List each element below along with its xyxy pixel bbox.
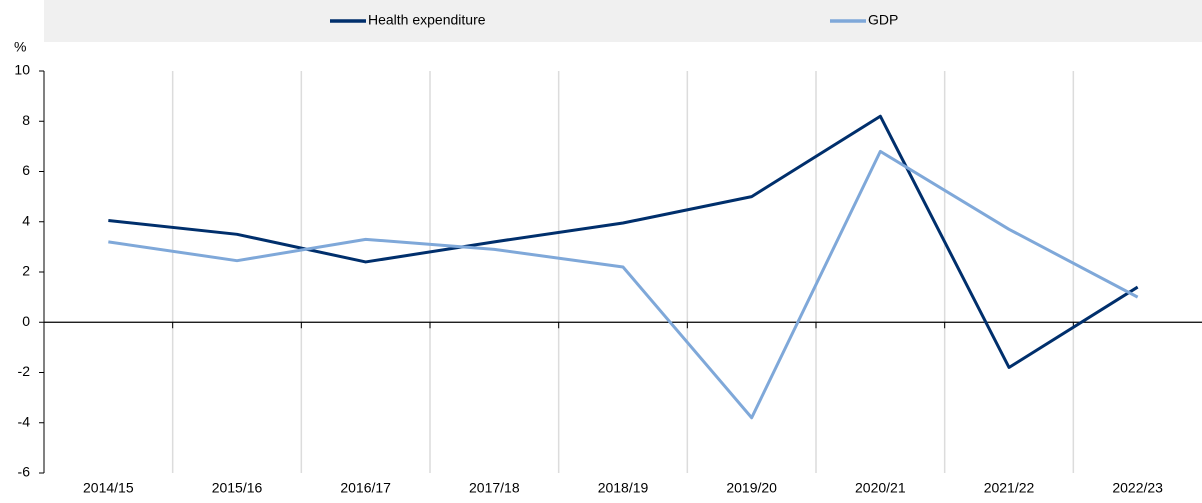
legend-background bbox=[44, 0, 1202, 42]
y-tick-label: -2 bbox=[18, 363, 31, 379]
legend-label: Health expenditure bbox=[368, 12, 486, 28]
y-tick-label: -4 bbox=[18, 413, 31, 429]
series-line bbox=[108, 149, 1139, 420]
y-tick-label: 0 bbox=[22, 313, 30, 329]
x-tick-label: 2015/16 bbox=[212, 480, 263, 496]
legend-label: GDP bbox=[868, 12, 898, 28]
x-tick-label: 2020/21 bbox=[855, 480, 906, 496]
y-tick-label: -6 bbox=[18, 464, 31, 480]
y-tick-label: 2 bbox=[22, 263, 30, 279]
y-tick-label: 8 bbox=[22, 112, 30, 128]
y-tick-label: 6 bbox=[22, 162, 30, 178]
y-axis-label: % bbox=[14, 39, 26, 55]
y-tick-label: 4 bbox=[22, 212, 30, 228]
x-tick-label: 2017/18 bbox=[469, 480, 520, 496]
x-tick-label: 2014/15 bbox=[83, 480, 134, 496]
x-tick-label: 2018/19 bbox=[598, 480, 649, 496]
x-tick-label: 2016/17 bbox=[340, 480, 391, 496]
x-tick-label: 2021/22 bbox=[984, 480, 1035, 496]
series-line bbox=[108, 114, 1139, 369]
x-tick-label: 2019/20 bbox=[726, 480, 777, 496]
x-tick-label: 2022/23 bbox=[1112, 480, 1163, 496]
y-tick-label: 10 bbox=[14, 62, 30, 78]
